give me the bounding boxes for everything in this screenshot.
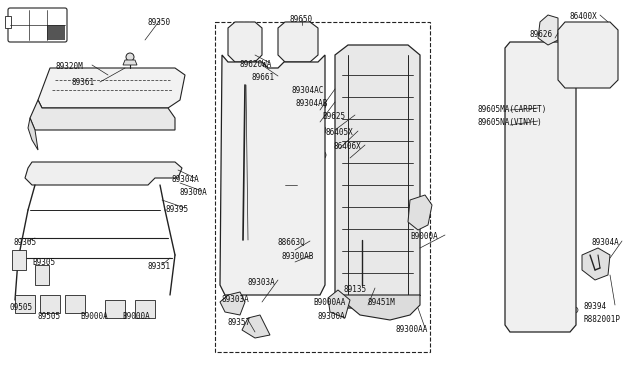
Text: 89394: 89394: [584, 302, 607, 311]
Bar: [5, 16, 11, 28]
Bar: [80, 72, 160, 102]
Polygon shape: [242, 315, 270, 338]
Text: R882001P: R882001P: [584, 315, 621, 324]
Polygon shape: [328, 290, 350, 318]
Circle shape: [385, 305, 391, 311]
Text: 86400X: 86400X: [569, 12, 596, 21]
Text: 89304A: 89304A: [591, 238, 619, 247]
Text: 89300A: 89300A: [318, 312, 346, 321]
Text: 89304AB: 89304AB: [296, 99, 328, 108]
Circle shape: [362, 307, 368, 313]
Text: B9000A: B9000A: [410, 232, 438, 241]
Circle shape: [507, 307, 513, 313]
Text: 89303A: 89303A: [248, 278, 276, 287]
Bar: [285, 175, 297, 195]
Text: B9625: B9625: [322, 112, 345, 121]
Polygon shape: [278, 22, 318, 62]
Circle shape: [318, 126, 326, 134]
Text: 89451M: 89451M: [368, 298, 396, 307]
Bar: [47, 25, 65, 40]
Polygon shape: [123, 60, 137, 65]
Polygon shape: [38, 68, 185, 108]
Circle shape: [572, 45, 578, 51]
Text: B9000AA: B9000AA: [313, 298, 346, 307]
Circle shape: [355, 297, 361, 303]
Text: 89505: 89505: [38, 312, 61, 321]
Text: 89661: 89661: [252, 73, 275, 82]
Polygon shape: [335, 45, 420, 308]
Circle shape: [318, 101, 326, 109]
Polygon shape: [15, 295, 35, 313]
Text: 89304AC: 89304AC: [292, 86, 324, 95]
Polygon shape: [30, 100, 175, 130]
Polygon shape: [538, 15, 558, 45]
Polygon shape: [220, 292, 245, 315]
Text: 89300AA: 89300AA: [395, 325, 428, 334]
Polygon shape: [28, 118, 38, 150]
Bar: [565, 30, 610, 80]
Text: 88663Q: 88663Q: [278, 238, 306, 247]
Polygon shape: [505, 42, 576, 332]
Text: 89303A: 89303A: [222, 295, 250, 304]
FancyBboxPatch shape: [8, 8, 67, 42]
Text: 89626: 89626: [530, 30, 553, 39]
Text: 86405X: 86405X: [325, 128, 353, 137]
Text: 89620WA: 89620WA: [240, 60, 273, 69]
Text: B9305: B9305: [32, 258, 55, 267]
Text: 89304A: 89304A: [172, 175, 200, 184]
Text: 89650: 89650: [290, 15, 313, 24]
Text: 89320M: 89320M: [55, 62, 83, 71]
Polygon shape: [228, 22, 262, 62]
Polygon shape: [35, 265, 49, 285]
Text: 89300A: 89300A: [180, 188, 208, 197]
Text: 89357: 89357: [228, 318, 251, 327]
Polygon shape: [220, 55, 325, 295]
Bar: [513, 240, 568, 295]
Bar: [513, 148, 568, 223]
Polygon shape: [40, 295, 60, 313]
Text: 86406X: 86406X: [333, 142, 361, 151]
Text: 89350: 89350: [148, 18, 171, 27]
Text: 09505: 09505: [10, 303, 33, 312]
Text: 89351: 89351: [148, 262, 171, 271]
Polygon shape: [582, 248, 610, 280]
Text: 89305: 89305: [14, 238, 37, 247]
Bar: [215, 22, 430, 352]
Text: 89605NA(VINYL): 89605NA(VINYL): [477, 118, 541, 127]
Circle shape: [507, 45, 513, 51]
Polygon shape: [65, 295, 85, 313]
Text: 89361: 89361: [72, 78, 95, 87]
Text: 89300AB: 89300AB: [281, 252, 314, 261]
Circle shape: [397, 297, 403, 303]
Polygon shape: [105, 300, 125, 318]
Text: B9000A: B9000A: [122, 312, 150, 321]
Polygon shape: [558, 22, 618, 88]
Bar: [355, 238, 369, 246]
Text: B9000A: B9000A: [80, 312, 108, 321]
Polygon shape: [135, 300, 155, 318]
Circle shape: [126, 53, 134, 61]
Text: 89135: 89135: [344, 285, 367, 294]
Polygon shape: [335, 295, 420, 320]
Polygon shape: [408, 195, 432, 230]
Text: 89605MA(CARPET): 89605MA(CARPET): [477, 105, 547, 114]
Circle shape: [572, 307, 578, 313]
Bar: [513, 60, 568, 135]
Polygon shape: [25, 162, 182, 185]
Text: 89395: 89395: [166, 205, 189, 214]
Polygon shape: [12, 250, 26, 270]
Circle shape: [318, 151, 326, 159]
